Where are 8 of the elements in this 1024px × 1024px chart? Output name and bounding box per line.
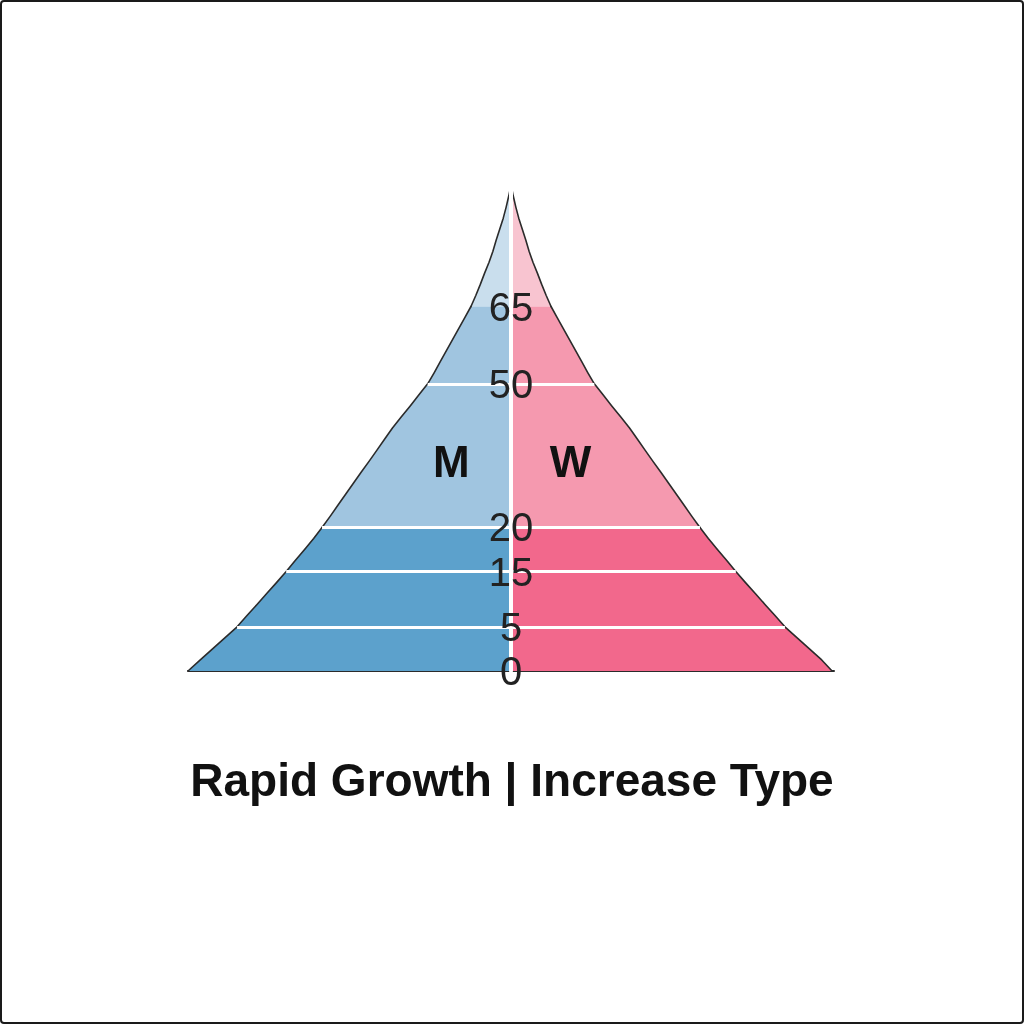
y-tick-label: 15 (488, 549, 534, 594)
y-tick-label: 65 (488, 284, 534, 329)
series-label: M (433, 436, 470, 486)
y-tick-label: 20 (488, 505, 534, 550)
series-label: W (549, 436, 592, 486)
y-tick-label: 50 (488, 361, 534, 406)
text: Rapid Growth | Increase Type (190, 754, 834, 806)
y-tick-label: 5 (499, 604, 523, 649)
